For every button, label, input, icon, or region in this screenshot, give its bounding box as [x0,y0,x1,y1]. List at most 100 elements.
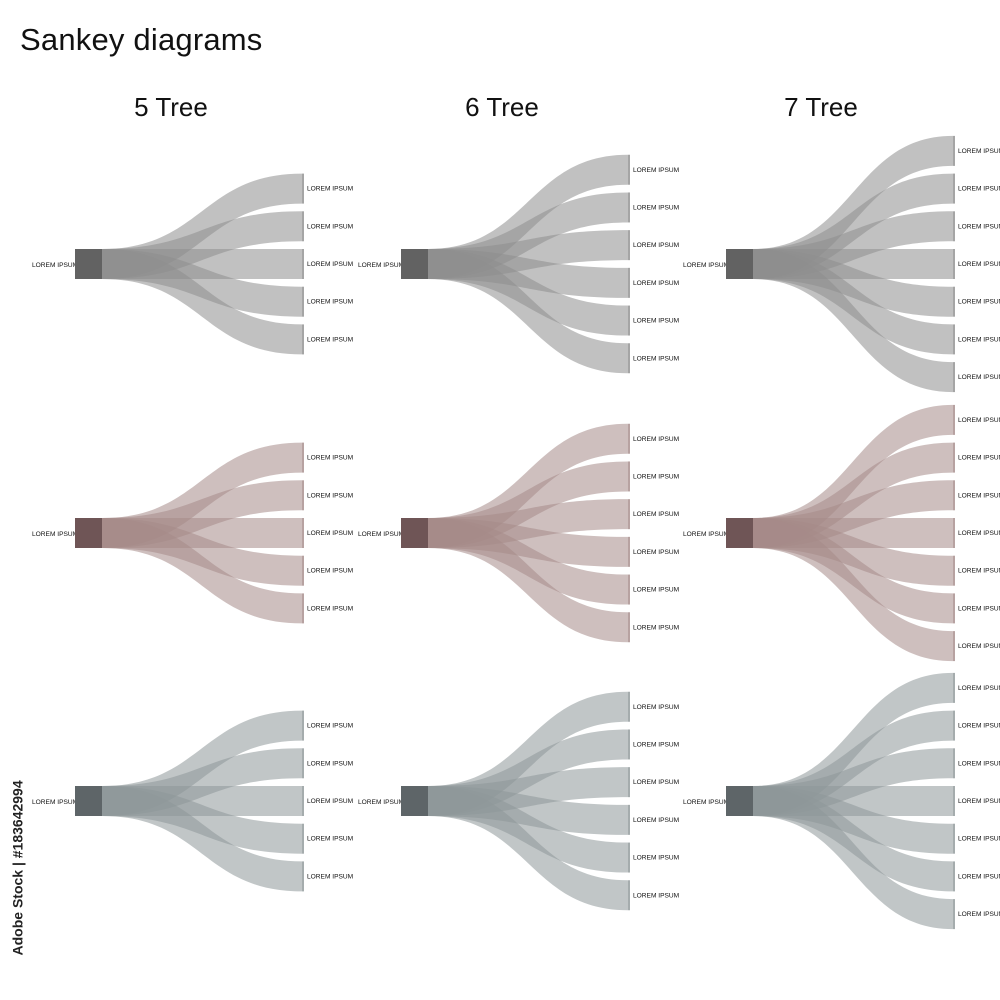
target-label: LOREM IPSUM [958,723,1000,730]
target-node [953,518,955,548]
target-node [953,249,955,279]
target-label: LOREM IPSUM [958,223,1000,230]
target-node [628,880,630,911]
target-label: LOREM IPSUM [307,336,353,343]
target-label: LOREM IPSUM [958,455,1000,462]
column-heading-6-tree: 6 Tree [465,92,539,122]
target-node [628,192,630,223]
target-node [302,249,304,279]
target-label: LOREM IPSUM [307,760,353,767]
target-label: LOREM IPSUM [307,836,353,843]
target-node [953,173,955,204]
sankey-tree-mauve-6: LOREM IPSUM LOREM IPSUM LOREM IPSUM LOREM I… [358,423,679,643]
source-node [401,249,428,279]
target-label: LOREM IPSUM [633,704,679,711]
target-node [953,631,955,662]
target-label: LOREM IPSUM [958,685,1000,692]
source-node [726,518,753,548]
target-node [302,555,304,586]
target-node [302,710,304,741]
target-label: LOREM IPSUM [307,261,353,268]
source-label: LOREM IPSUM [358,531,404,538]
target-node [953,899,955,930]
target-label: LOREM IPSUM [307,723,353,730]
target-node [628,154,630,185]
target-label: LOREM IPSUM [633,318,679,325]
target-label: LOREM IPSUM [958,492,1000,499]
target-label: LOREM IPSUM [633,473,679,480]
sankey-link [428,518,628,643]
target-node [628,230,630,261]
target-label: LOREM IPSUM [958,148,1000,155]
target-node [628,574,630,605]
target-node [953,362,955,393]
target-label: LOREM IPSUM [958,643,1000,650]
target-node [953,748,955,779]
target-node [302,480,304,511]
target-label: LOREM IPSUM [958,605,1000,612]
target-label: LOREM IPSUM [958,417,1000,424]
sankey-link [102,249,302,355]
source-label: LOREM IPSUM [32,799,78,806]
target-node [953,672,955,703]
target-node [953,786,955,816]
column-heading-5-tree: 5 Tree [134,92,208,122]
sankey-link [428,249,628,374]
source-node [75,518,102,548]
sankey-link [102,786,302,892]
target-node [953,135,955,166]
target-node [302,861,304,892]
target-label: LOREM IPSUM [307,873,353,880]
target-node [628,343,630,374]
sankey-tree-gray-5: LOREM IPSUM LOREM IPSUM LOREM IPSUM LOREM I… [32,173,353,355]
target-label: LOREM IPSUM [633,741,679,748]
target-label: LOREM IPSUM [633,779,679,786]
target-node [953,593,955,624]
source-node [726,249,753,279]
target-label: LOREM IPSUM [958,798,1000,805]
sankey-link [428,786,628,911]
target-label: LOREM IPSUM [958,836,1000,843]
target-label: LOREM IPSUM [958,760,1000,767]
source-label: LOREM IPSUM [358,799,404,806]
target-node [302,442,304,473]
target-label: LOREM IPSUM [633,892,679,899]
source-node [75,249,102,279]
target-node [628,305,630,336]
target-label: LOREM IPSUM [307,798,353,805]
stock-credit: Adobe Stock | #183642994 [9,780,26,956]
target-node [628,612,630,643]
target-node [628,804,630,835]
sankey-tree-slate-6: LOREM IPSUM LOREM IPSUM LOREM IPSUM LOREM I… [358,691,679,911]
source-node [726,786,753,816]
source-label: LOREM IPSUM [683,262,729,269]
target-label: LOREM IPSUM [633,167,679,174]
target-label: LOREM IPSUM [633,242,679,249]
target-node [953,710,955,741]
target-node [628,423,630,454]
target-label: LOREM IPSUM [958,873,1000,880]
target-node [628,729,630,760]
target-label: LOREM IPSUM [307,605,353,612]
target-label: LOREM IPSUM [307,455,353,462]
target-label: LOREM IPSUM [633,587,679,594]
target-label: LOREM IPSUM [958,911,1000,918]
target-node [628,691,630,722]
target-node [953,442,955,473]
source-node [401,786,428,816]
sankey-tree-mauve-7: LOREM IPSUM LOREM IPSUM LOREM IPSUM LOREM I… [683,404,1000,662]
target-node [628,499,630,530]
page-title: Sankey diagrams [20,22,263,57]
target-label: LOREM IPSUM [307,299,353,306]
source-node [401,518,428,548]
target-node [953,861,955,892]
target-node [628,767,630,798]
target-label: LOREM IPSUM [958,299,1000,306]
column-heading-7-tree: 7 Tree [784,92,858,122]
target-node [628,267,630,298]
source-label: LOREM IPSUM [32,531,78,538]
sankey-link [102,518,302,624]
source-label: LOREM IPSUM [683,531,729,538]
sankey-tree-slate-5: LOREM IPSUM LOREM IPSUM LOREM IPSUM LOREM I… [32,710,353,892]
source-label: LOREM IPSUM [358,262,404,269]
